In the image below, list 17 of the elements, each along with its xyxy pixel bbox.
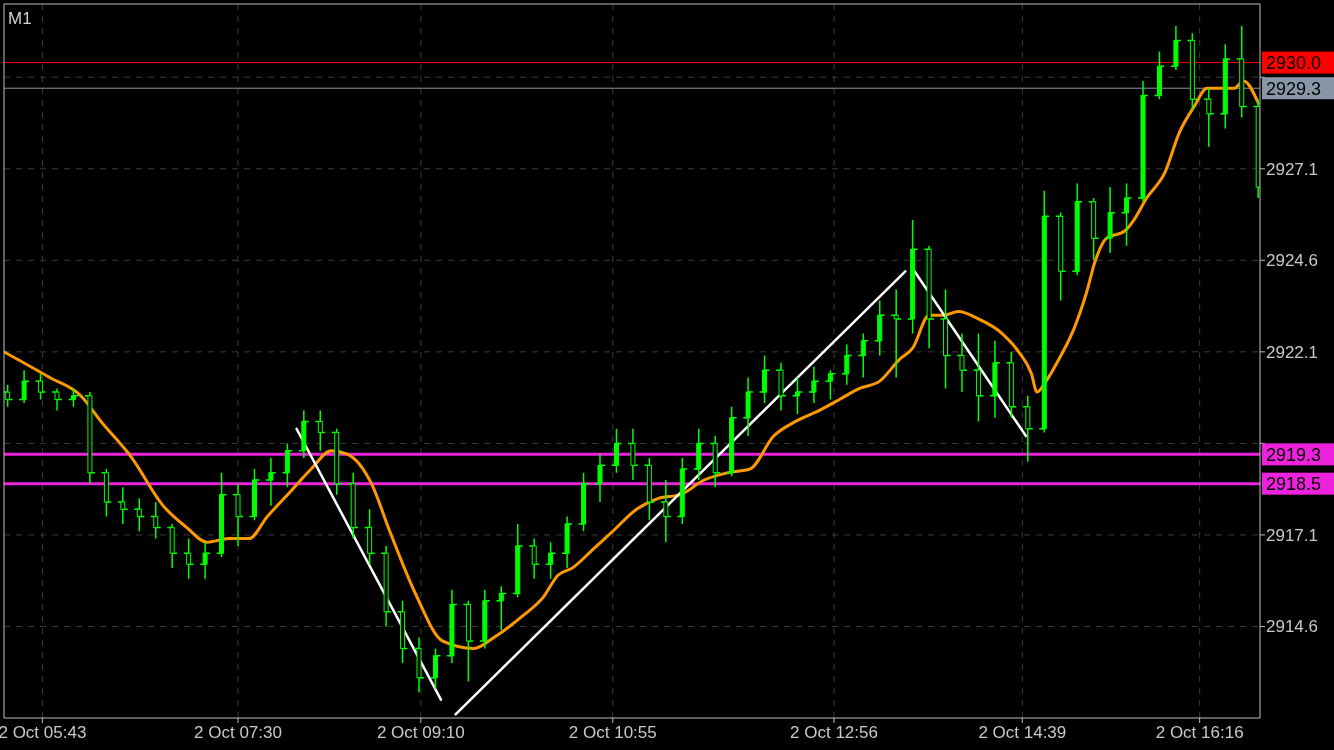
chart-title: M1 (8, 9, 32, 28)
ref-line-label: 2929.3 (1266, 78, 1322, 99)
y-tick-label: 2922.1 (1266, 342, 1318, 362)
ref-line-label: 2918.5 (1266, 473, 1322, 494)
x-tick-label: 2 Oct 14:39 (978, 723, 1067, 742)
x-tick-label: 2 Oct 12:56 (790, 723, 878, 742)
x-tick-label: 2 Oct 05:43 (0, 723, 87, 742)
x-tick-label: 2 Oct 09:10 (376, 723, 465, 742)
x-tick-label: 2 Oct 07:30 (194, 723, 282, 742)
ref-line-label: 2930.0 (1266, 52, 1322, 73)
y-tick-label: 2927.1 (1266, 159, 1318, 179)
ref-line-label: 2919.3 (1266, 444, 1322, 465)
y-tick-label: 2914.6 (1266, 617, 1318, 637)
x-tick-label: 2 Oct 16:16 (1155, 723, 1244, 742)
y-tick-label: 2924.6 (1266, 251, 1318, 271)
y-tick-label: 2917.1 (1266, 525, 1318, 545)
x-tick-label: 2 Oct 10:55 (568, 723, 657, 742)
